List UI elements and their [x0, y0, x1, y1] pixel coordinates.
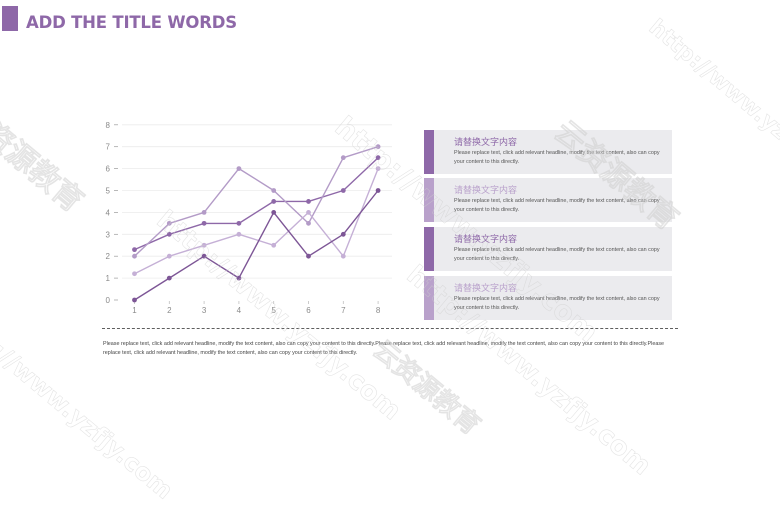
series-2-point: [306, 220, 311, 226]
series-2-point: [166, 220, 172, 226]
series-2-point: [236, 166, 242, 172]
x-tick-label: 3: [202, 306, 207, 315]
series-4-point: [201, 253, 207, 259]
series-2-point: [271, 188, 277, 193]
y-tick-label: 0: [106, 296, 111, 305]
series-1-point: [132, 247, 137, 253]
y-tick-label: 5: [106, 187, 111, 196]
series-4-point: [166, 275, 172, 281]
series-3-point: [271, 242, 277, 248]
series-4-point: [271, 210, 277, 215]
dashed-divider: [102, 328, 678, 329]
line-chart: 0 1 2 3 4 5 6 7 8 1 2 3 4 5 6 7 8: [106, 121, 392, 315]
series-4-point: [306, 253, 311, 259]
card-heading: 请替换文字内容: [454, 284, 518, 294]
y-tick-label: 1: [106, 274, 111, 283]
series-2-line: [134, 146, 379, 257]
series-1-line: [134, 157, 379, 251]
card-body-text: Please replace text, click add relevant …: [454, 296, 660, 311]
x-tick-label: 8: [376, 306, 381, 315]
series-3-point: [166, 253, 172, 259]
series-1-point: [375, 155, 381, 161]
text-card: 请替换文字内容 Please replace text, click add re…: [424, 276, 672, 320]
series-4-point: [340, 231, 346, 237]
card-accent-bar: [424, 276, 434, 320]
y-tick-label: 6: [106, 165, 111, 174]
card-body-text: Please replace text, click add relevant …: [454, 150, 660, 165]
x-tick-label: 5: [271, 306, 276, 315]
series-2-point: [340, 155, 346, 161]
series-2-point: [201, 210, 207, 215]
card-body-text: Please replace text, click add relevant …: [454, 198, 660, 213]
card-heading: 请替换文字内容: [454, 235, 518, 245]
series-4-point: [236, 275, 242, 281]
series-1-point: [340, 188, 346, 193]
series-1-point: [271, 199, 277, 204]
card-accent-bar: [424, 178, 434, 222]
x-tick-label: 1: [132, 306, 137, 315]
card-heading: 请替换文字内容: [454, 186, 518, 196]
y-tick-label: 4: [106, 208, 111, 217]
series-4-point: [375, 188, 381, 193]
series-3-line: [134, 168, 379, 275]
text-card: 请替换文字内容 Please replace text, click add re…: [424, 130, 672, 174]
card-accent-bar: [424, 227, 434, 271]
series-2-point: [132, 253, 137, 259]
series-3-point: [132, 271, 137, 277]
x-tick-label: 6: [306, 306, 311, 315]
y-tick-label: 2: [106, 252, 111, 261]
y-tick-label: 7: [106, 143, 111, 152]
y-tick-label: 3: [106, 230, 111, 239]
title-accent-block: [2, 6, 18, 31]
series-1-point: [201, 220, 207, 226]
text-card: 请替换文字内容 Please replace text, click add re…: [424, 178, 672, 222]
series-1-point: [306, 199, 311, 204]
x-tick-label: 2: [167, 306, 172, 315]
series-4-point: [132, 297, 137, 303]
x-tick-label: 4: [237, 306, 242, 315]
series-3-point: [340, 253, 346, 259]
series-1-point: [236, 220, 242, 226]
series-3-point: [306, 210, 311, 215]
series-1-point: [166, 231, 172, 237]
x-tick-label: 7: [341, 306, 346, 315]
series-4-line: [134, 190, 379, 301]
footer-text: Please replace text, click add relevant …: [103, 341, 665, 356]
text-card: 请替换文字内容 Please replace text, click add re…: [424, 227, 672, 271]
page-title: ADD THE TITLE WORDS: [26, 13, 237, 32]
series-3-point: [201, 242, 207, 248]
series-3-point: [375, 166, 381, 172]
y-tick-label: 8: [106, 121, 111, 130]
series-2-point: [375, 144, 381, 150]
card-body-text: Please replace text, click add relevant …: [454, 247, 660, 262]
card-heading: 请替换文字内容: [454, 138, 518, 148]
series-3-point: [236, 231, 242, 237]
card-accent-bar: [424, 130, 434, 174]
